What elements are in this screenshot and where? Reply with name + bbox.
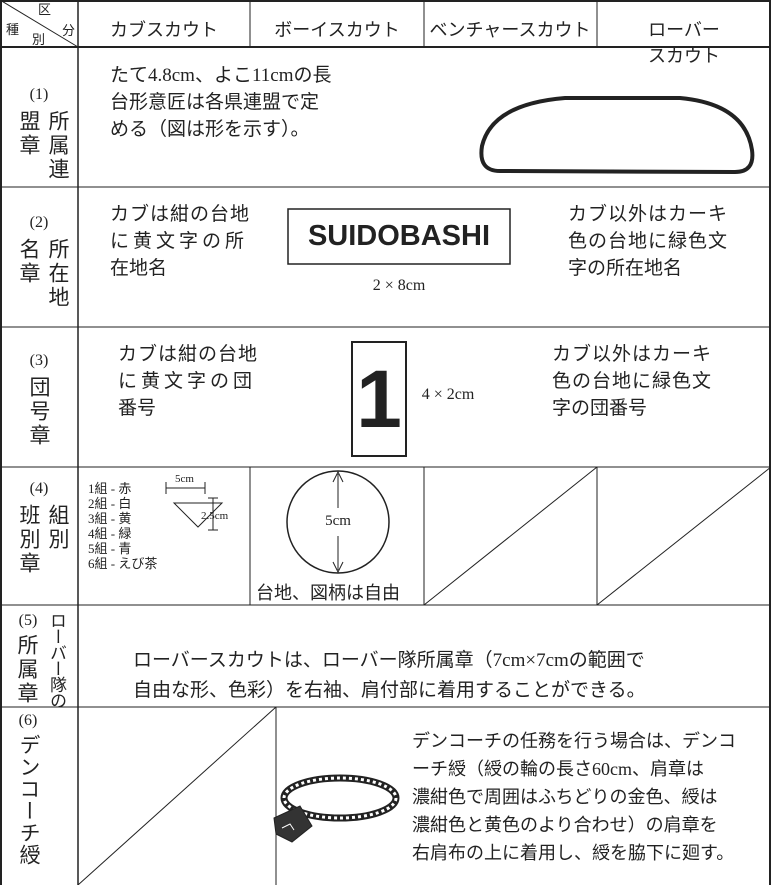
corner-label: 種 [6, 22, 20, 37]
row-number: (3) [29, 352, 49, 369]
row-number: (5) [18, 612, 38, 629]
description: 色の台地に緑色文 [568, 231, 729, 252]
column-header: ボーイスカウト [274, 20, 400, 40]
row-number: (6) [18, 712, 38, 729]
size-caption: 2 × 8cm [372, 277, 426, 294]
description: 在地名 [110, 258, 168, 279]
description: 色の台地に緑色文 [552, 371, 713, 392]
group-color: 3組 - 黄 [88, 511, 132, 526]
description: ローバースカウトは、ローバー隊所属章（7cm×7cmの範囲で [133, 650, 645, 671]
corner-label: 区 [38, 2, 52, 17]
row-label: 盟章 [17, 110, 41, 158]
group-color: 6組 - えび茶 [88, 556, 158, 571]
number-badge-box [351, 341, 407, 457]
empty-diagonal [77, 706, 277, 885]
badge-text: 1 [356, 354, 402, 445]
corner-label: 分 [62, 23, 76, 38]
empty-diagonal [596, 466, 771, 606]
corner-label: 別 [32, 32, 46, 47]
triangle-figure [172, 502, 224, 528]
badge-text: SUIDOBASHI [307, 220, 491, 252]
column-header: ローバースカウト [648, 20, 720, 66]
group-color: 4組 - 緑 [88, 526, 132, 541]
row-number: (1) [29, 86, 49, 103]
cord-illustration [273, 774, 400, 843]
column-header: カブスカウト [110, 20, 218, 40]
emblem-shape [479, 96, 755, 175]
description: たて4.8cm、よこ11cmの長 [110, 65, 332, 86]
group-color: 5組 - 青 [88, 541, 132, 556]
group-color: 2組 - 白 [88, 496, 132, 511]
description: 字の団番号 [552, 398, 648, 419]
row-number: (4) [29, 480, 49, 497]
description: 自由な形、色彩）を右袖、肩付部に着用することができる。 [133, 680, 646, 701]
description: める（図は形を示す）。 [110, 119, 310, 140]
description: カブ以外はカーキ [552, 344, 713, 365]
arrow-head [332, 470, 344, 574]
row-label: 所在地 [46, 238, 70, 310]
description: デンコーチの任務を行う場合は、デンコ [412, 731, 736, 751]
row-label: 所属章 [15, 634, 39, 706]
description: 台形意匠は各県連盟で定 [110, 92, 320, 113]
name-badge-box [287, 208, 511, 265]
row-label: ローバー隊の [47, 612, 66, 708]
row-label: 団号章 [27, 376, 51, 448]
description: に黄文字の団 [118, 371, 257, 392]
group-color: 1組 - 赤 [88, 481, 132, 496]
size-caption: 4 × 2cm [421, 386, 475, 403]
dimension-label: 5cm [325, 513, 351, 530]
corner-diagonal [0, 0, 79, 48]
row-label: デンコーチ綬 [17, 734, 41, 866]
description: 番号 [118, 398, 157, 419]
row-label: 組別 [46, 504, 70, 552]
empty-diagonal [423, 466, 598, 606]
description: 右肩布の上に着用し、綬を脇下に廻す。 [412, 843, 735, 863]
description: 字の所在地名 [568, 258, 683, 279]
column-header: ベンチャースカウト [429, 20, 591, 40]
note: 台地、図柄は自由 [256, 583, 400, 603]
row-number: (2) [29, 214, 49, 231]
description: 濃紺色と黄色のより合わせ）の肩章を [412, 815, 718, 835]
description: 濃紺色で周囲はふちどりの金色、綬は [412, 787, 718, 807]
description: に黄文字の所 [110, 231, 249, 252]
dimension-label: 2.5cm [201, 510, 229, 522]
row-label: 班別章 [17, 504, 41, 576]
description: カブは紺の台地 [118, 344, 259, 365]
description: ーチ綬（綬の輪の長さ60cm、肩章は [412, 759, 704, 779]
row-label: 所属連 [46, 110, 70, 182]
row-label: 名章 [17, 238, 41, 286]
dimension-label: 5cm [175, 473, 194, 485]
description: カブは紺の台地 [110, 204, 251, 225]
description: カブ以外はカーキ [568, 204, 729, 225]
